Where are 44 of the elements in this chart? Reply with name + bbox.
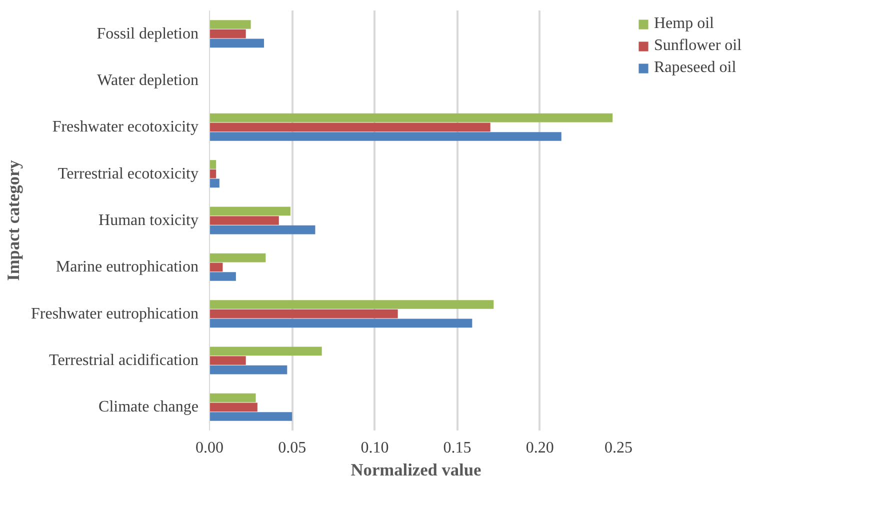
x-tick-label: 0.15	[443, 440, 472, 456]
bar	[210, 309, 398, 318]
y-tick-label: Fossil depletion	[96, 25, 198, 42]
bar	[210, 216, 279, 225]
bar	[210, 253, 266, 262]
bar	[210, 20, 251, 29]
y-tick-label: Terrestrial ecotoxicity	[58, 165, 198, 182]
bar	[210, 272, 236, 281]
legend-label: Sunflower oil	[654, 37, 742, 55]
y-tick-label: Freshwater eutrophication	[31, 305, 198, 322]
x-tick-label: 0.20	[526, 440, 554, 456]
bar	[210, 300, 494, 309]
bar	[210, 318, 472, 328]
y-tick-label: Water depletion	[97, 72, 199, 89]
bar	[210, 132, 562, 141]
legend-label: Hemp oil	[654, 15, 714, 33]
bar	[210, 393, 256, 402]
bar	[210, 365, 288, 374]
x-tick-label: 0.05	[278, 440, 306, 456]
bar	[210, 225, 316, 234]
y-tick-label: Terrestrial acidification	[49, 352, 198, 369]
bar	[210, 402, 258, 412]
bar	[210, 160, 216, 169]
x-tick-label: 0.00	[196, 440, 224, 456]
bar	[210, 29, 246, 38]
bar	[210, 262, 223, 272]
bar	[210, 113, 613, 122]
bar	[210, 356, 246, 365]
bar	[210, 38, 264, 48]
x-tick-label: 0.10	[360, 440, 389, 456]
x-axis-title: Normalized value	[350, 460, 482, 480]
y-axis-title: Impact category	[4, 160, 23, 281]
legend-label: Rapeseed oil	[654, 59, 736, 77]
bar	[210, 178, 220, 188]
x-tick-label: 0.25	[604, 440, 632, 456]
bar	[210, 169, 216, 178]
y-tick-label: Freshwater ecotoxicity	[52, 118, 198, 136]
bar	[210, 346, 322, 356]
y-tick-label: Marine eutrophication	[56, 258, 199, 276]
bar	[210, 122, 490, 132]
y-tick-label: Climate change	[98, 398, 199, 416]
bar	[210, 412, 292, 421]
y-tick-label: Human toxicity	[98, 212, 198, 229]
bar	[210, 206, 290, 216]
